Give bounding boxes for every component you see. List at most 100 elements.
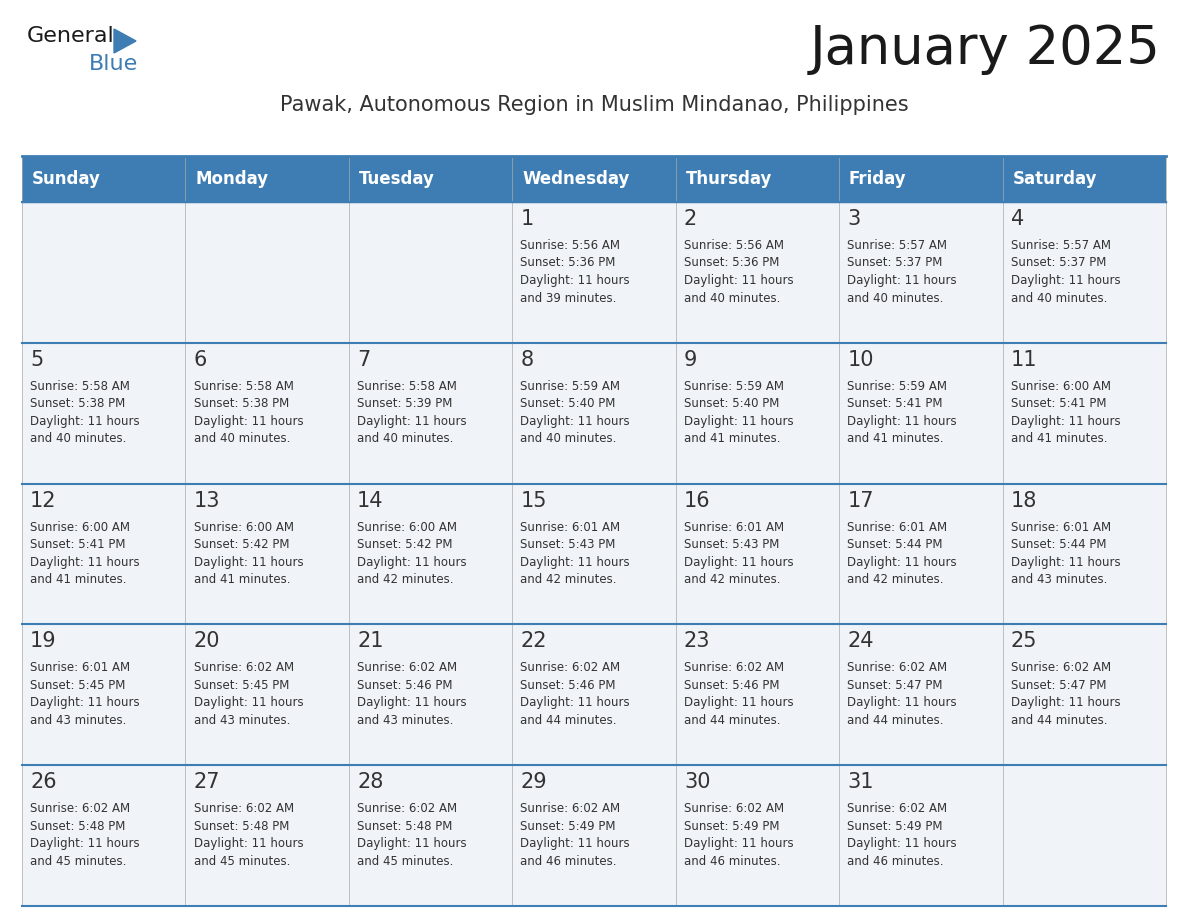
- Text: Sunrise: 5:59 AM: Sunrise: 5:59 AM: [847, 380, 947, 393]
- Text: 10: 10: [847, 350, 874, 370]
- Bar: [1003, 484, 1165, 624]
- Text: Sunrise: 5:58 AM: Sunrise: 5:58 AM: [358, 380, 457, 393]
- Text: Sunset: 5:39 PM: Sunset: 5:39 PM: [358, 397, 453, 410]
- Bar: [185, 484, 349, 624]
- Bar: [349, 624, 512, 766]
- Text: Sunset: 5:37 PM: Sunset: 5:37 PM: [1011, 256, 1106, 270]
- Text: Daylight: 11 hours: Daylight: 11 hours: [684, 555, 794, 568]
- Text: 8: 8: [520, 350, 533, 370]
- Text: 16: 16: [684, 490, 710, 510]
- Bar: [349, 342, 512, 484]
- Text: 12: 12: [30, 490, 57, 510]
- Text: Daylight: 11 hours: Daylight: 11 hours: [30, 837, 140, 850]
- Text: 31: 31: [847, 772, 874, 792]
- Text: Sunset: 5:45 PM: Sunset: 5:45 PM: [30, 679, 126, 692]
- Bar: [349, 156, 512, 202]
- Text: and 41 minutes.: and 41 minutes.: [684, 432, 781, 445]
- Text: 4: 4: [1011, 209, 1024, 229]
- Text: 20: 20: [194, 632, 220, 652]
- Text: Daylight: 11 hours: Daylight: 11 hours: [358, 555, 467, 568]
- Bar: [676, 156, 839, 202]
- Text: Daylight: 11 hours: Daylight: 11 hours: [847, 555, 958, 568]
- Bar: [185, 156, 349, 202]
- Text: Sunset: 5:42 PM: Sunset: 5:42 PM: [358, 538, 453, 551]
- Text: Sunset: 5:46 PM: Sunset: 5:46 PM: [358, 679, 453, 692]
- Text: Daylight: 11 hours: Daylight: 11 hours: [520, 837, 630, 850]
- Text: Daylight: 11 hours: Daylight: 11 hours: [1011, 697, 1120, 710]
- Text: and 43 minutes.: and 43 minutes.: [1011, 573, 1107, 586]
- Bar: [1003, 342, 1165, 484]
- Text: Daylight: 11 hours: Daylight: 11 hours: [847, 697, 958, 710]
- Text: January 2025: January 2025: [810, 23, 1161, 75]
- Bar: [1003, 156, 1165, 202]
- Text: Sunrise: 6:02 AM: Sunrise: 6:02 AM: [684, 802, 784, 815]
- Bar: [839, 766, 1003, 906]
- Text: Sunrise: 6:00 AM: Sunrise: 6:00 AM: [358, 521, 457, 533]
- Text: Sunset: 5:48 PM: Sunset: 5:48 PM: [30, 820, 126, 833]
- Bar: [185, 766, 349, 906]
- Text: 15: 15: [520, 490, 546, 510]
- Text: 13: 13: [194, 490, 220, 510]
- Text: Daylight: 11 hours: Daylight: 11 hours: [358, 837, 467, 850]
- Text: Sunset: 5:48 PM: Sunset: 5:48 PM: [194, 820, 289, 833]
- Text: and 44 minutes.: and 44 minutes.: [1011, 714, 1107, 727]
- Text: Tuesday: Tuesday: [359, 170, 435, 188]
- Text: Sunset: 5:46 PM: Sunset: 5:46 PM: [684, 679, 779, 692]
- Text: and 40 minutes.: and 40 minutes.: [684, 292, 781, 305]
- Bar: [23, 766, 185, 906]
- Bar: [676, 342, 839, 484]
- Text: Sunset: 5:44 PM: Sunset: 5:44 PM: [1011, 538, 1106, 551]
- Text: Daylight: 11 hours: Daylight: 11 hours: [30, 697, 140, 710]
- Text: Daylight: 11 hours: Daylight: 11 hours: [847, 415, 958, 428]
- Text: and 42 minutes.: and 42 minutes.: [847, 573, 943, 586]
- Bar: [839, 202, 1003, 342]
- Text: Sunrise: 5:56 AM: Sunrise: 5:56 AM: [520, 239, 620, 252]
- Text: Sunset: 5:38 PM: Sunset: 5:38 PM: [194, 397, 289, 410]
- Text: 29: 29: [520, 772, 548, 792]
- Text: and 40 minutes.: and 40 minutes.: [520, 432, 617, 445]
- Text: Daylight: 11 hours: Daylight: 11 hours: [520, 274, 630, 287]
- Text: and 39 minutes.: and 39 minutes.: [520, 292, 617, 305]
- Text: Daylight: 11 hours: Daylight: 11 hours: [684, 837, 794, 850]
- Bar: [1003, 624, 1165, 766]
- Text: Sunrise: 6:02 AM: Sunrise: 6:02 AM: [194, 661, 293, 675]
- Text: Daylight: 11 hours: Daylight: 11 hours: [30, 555, 140, 568]
- Text: and 42 minutes.: and 42 minutes.: [520, 573, 617, 586]
- Text: Friday: Friday: [849, 170, 906, 188]
- Bar: [349, 484, 512, 624]
- Text: 23: 23: [684, 632, 710, 652]
- Text: 17: 17: [847, 490, 874, 510]
- Text: and 44 minutes.: and 44 minutes.: [520, 714, 617, 727]
- Text: and 41 minutes.: and 41 minutes.: [1011, 432, 1107, 445]
- Text: Daylight: 11 hours: Daylight: 11 hours: [194, 415, 303, 428]
- Text: Daylight: 11 hours: Daylight: 11 hours: [1011, 274, 1120, 287]
- Text: Sunset: 5:49 PM: Sunset: 5:49 PM: [520, 820, 615, 833]
- Text: Daylight: 11 hours: Daylight: 11 hours: [358, 415, 467, 428]
- Bar: [512, 202, 676, 342]
- Text: Daylight: 11 hours: Daylight: 11 hours: [194, 697, 303, 710]
- Bar: [349, 202, 512, 342]
- Text: and 40 minutes.: and 40 minutes.: [194, 432, 290, 445]
- Text: Sunrise: 6:02 AM: Sunrise: 6:02 AM: [30, 802, 131, 815]
- Bar: [185, 202, 349, 342]
- Bar: [512, 156, 676, 202]
- Text: Daylight: 11 hours: Daylight: 11 hours: [847, 274, 958, 287]
- Text: Sunrise: 6:00 AM: Sunrise: 6:00 AM: [30, 521, 131, 533]
- Text: and 46 minutes.: and 46 minutes.: [847, 855, 943, 868]
- Text: Sunset: 5:45 PM: Sunset: 5:45 PM: [194, 679, 289, 692]
- Text: 26: 26: [30, 772, 57, 792]
- Text: Sunset: 5:41 PM: Sunset: 5:41 PM: [30, 538, 126, 551]
- Text: 28: 28: [358, 772, 384, 792]
- Text: Pawak, Autonomous Region in Muslim Mindanao, Philippines: Pawak, Autonomous Region in Muslim Minda…: [279, 95, 909, 115]
- Text: Sunday: Sunday: [32, 170, 101, 188]
- Text: and 43 minutes.: and 43 minutes.: [30, 714, 127, 727]
- Text: and 40 minutes.: and 40 minutes.: [30, 432, 127, 445]
- Text: and 41 minutes.: and 41 minutes.: [30, 573, 127, 586]
- Text: Sunrise: 5:59 AM: Sunrise: 5:59 AM: [684, 380, 784, 393]
- Text: 3: 3: [847, 209, 860, 229]
- Text: Daylight: 11 hours: Daylight: 11 hours: [520, 697, 630, 710]
- Text: and 40 minutes.: and 40 minutes.: [1011, 292, 1107, 305]
- Text: Daylight: 11 hours: Daylight: 11 hours: [358, 697, 467, 710]
- Text: 25: 25: [1011, 632, 1037, 652]
- Bar: [1003, 202, 1165, 342]
